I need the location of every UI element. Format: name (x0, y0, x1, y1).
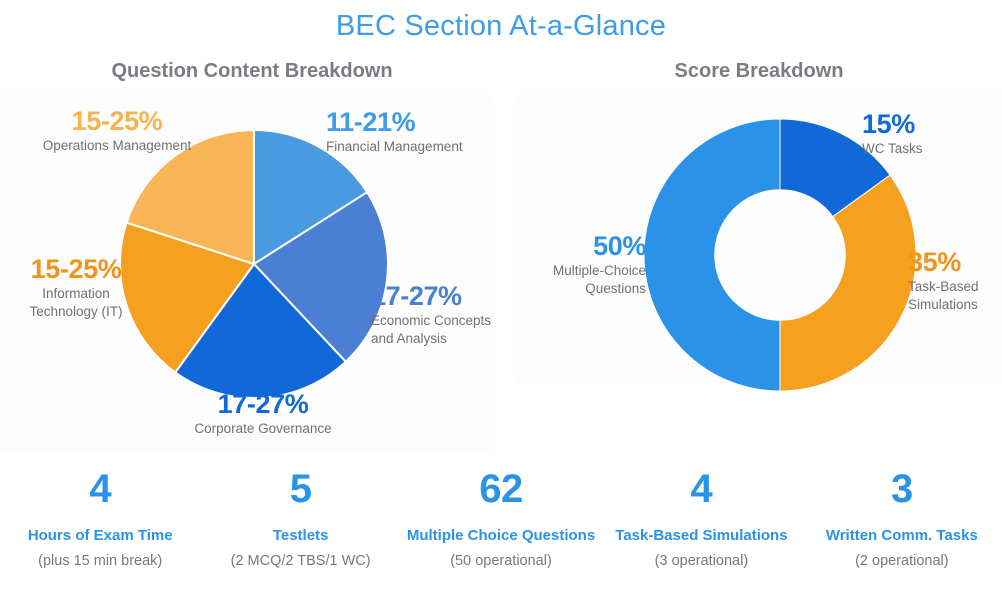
pie-callout-corporate-governance: 17-27% Corporate Governance (165, 390, 361, 438)
chart-slice (173, 262, 348, 399)
pie-callout-percent: 15-25% (71, 106, 163, 136)
pie-callout-economic-concepts: 17-27% Economic Concepts and Analysis (371, 282, 521, 347)
stat-sublabel: (plus 15 min break) (38, 553, 163, 570)
pie-svg (119, 128, 389, 399)
stat-label: Hours of Exam Time (27, 527, 173, 545)
stat-hours-of-exam-time: 4 Hours of Exam Time (plus 15 min break) (0, 462, 200, 600)
stat-multiple-choice-questions: 62 Multiple Choice Questions (50 operati… (401, 462, 601, 600)
section-title-question-content: Question Content Breakdown (111, 60, 393, 82)
page-title: BEC Section At-a-Glance (335, 10, 667, 42)
pie-callout-name: Information Technology (IT) (29, 286, 123, 319)
stat-sublabel: (2 MCQ/2 TBS/1 WC) (230, 553, 371, 570)
stat-value: 62 (479, 467, 523, 511)
stat-value: 4 (89, 467, 112, 511)
stat-task-based-simulations: 4 Task-Based Simulations (3 operational) (601, 462, 801, 600)
stat-value: 3 (890, 467, 913, 511)
pie-callout-information-technology: 15-25% Information Technology (IT) (0, 255, 152, 320)
pie-callout-name: Financial Management (326, 139, 463, 155)
donut-svg (643, 118, 917, 392)
donut-callout-wc-tasks: 15% WC Tasks (862, 110, 992, 158)
pie-callout-percent: 17-27% (371, 281, 462, 311)
chart-slice (643, 118, 781, 392)
pie-callout-name: Corporate Governance (194, 421, 332, 437)
stat-sublabel: (50 operational) (450, 553, 552, 570)
donut-callout-percent: 15% (862, 109, 915, 139)
stat-testlets: 5 Testlets (2 MCQ/2 TBS/1 WC) (200, 462, 400, 600)
donut-callout-percent: 50% (593, 231, 646, 261)
pie-callout-name: Operations Management (42, 138, 192, 154)
pie-callout-percent: 17-27% (217, 389, 309, 419)
stat-label: Task-Based Simulations (615, 527, 788, 545)
section-title-score-breakdown: Score Breakdown (674, 60, 844, 82)
pie-callout-operations-management: 15-25% Operations Management (22, 107, 212, 155)
donut-callout-name: Task-Based Simulations (908, 279, 979, 312)
exam-stats-strip: 4 Hours of Exam Time (plus 15 min break)… (0, 462, 1002, 600)
question-content-pie-chart (118, 128, 390, 400)
stat-label: Written Comm. Tasks (825, 527, 978, 545)
stat-label: Multiple Choice Questions (406, 527, 596, 545)
stat-written-comm-tasks: 3 Written Comm. Tasks (2 operational) (802, 462, 1002, 600)
chart-slice (779, 174, 917, 392)
pie-callout-financial-management: 11-21% Financial Management (326, 108, 502, 156)
donut-callout-name: Multiple-Choice Questions (552, 263, 646, 296)
chart-slice (253, 128, 369, 266)
donut-callout-percent: 35% (908, 247, 961, 277)
chart-slice (119, 221, 256, 374)
donut-callout-name: WC Tasks (862, 141, 923, 157)
stat-label: Testlets (272, 527, 329, 545)
donut-callout-task-based-simulations: 35% Task-Based Simulations (908, 248, 1002, 313)
stat-sublabel: (2 operational) (855, 553, 949, 570)
chart-slice (125, 128, 255, 266)
pie-callout-percent: 15-25% (30, 254, 122, 284)
score-breakdown-donut-chart (643, 118, 917, 392)
stat-value: 5 (289, 467, 312, 511)
stat-value: 4 (690, 467, 713, 511)
donut-callout-multiple-choice-questions: 50% Multiple-Choice Questions (512, 232, 646, 297)
pie-callout-percent: 11-21% (326, 107, 416, 137)
stat-sublabel: (3 operational) (654, 553, 749, 570)
pie-callout-name: Economic Concepts and Analysis (371, 313, 492, 346)
chart-slice (252, 190, 389, 364)
